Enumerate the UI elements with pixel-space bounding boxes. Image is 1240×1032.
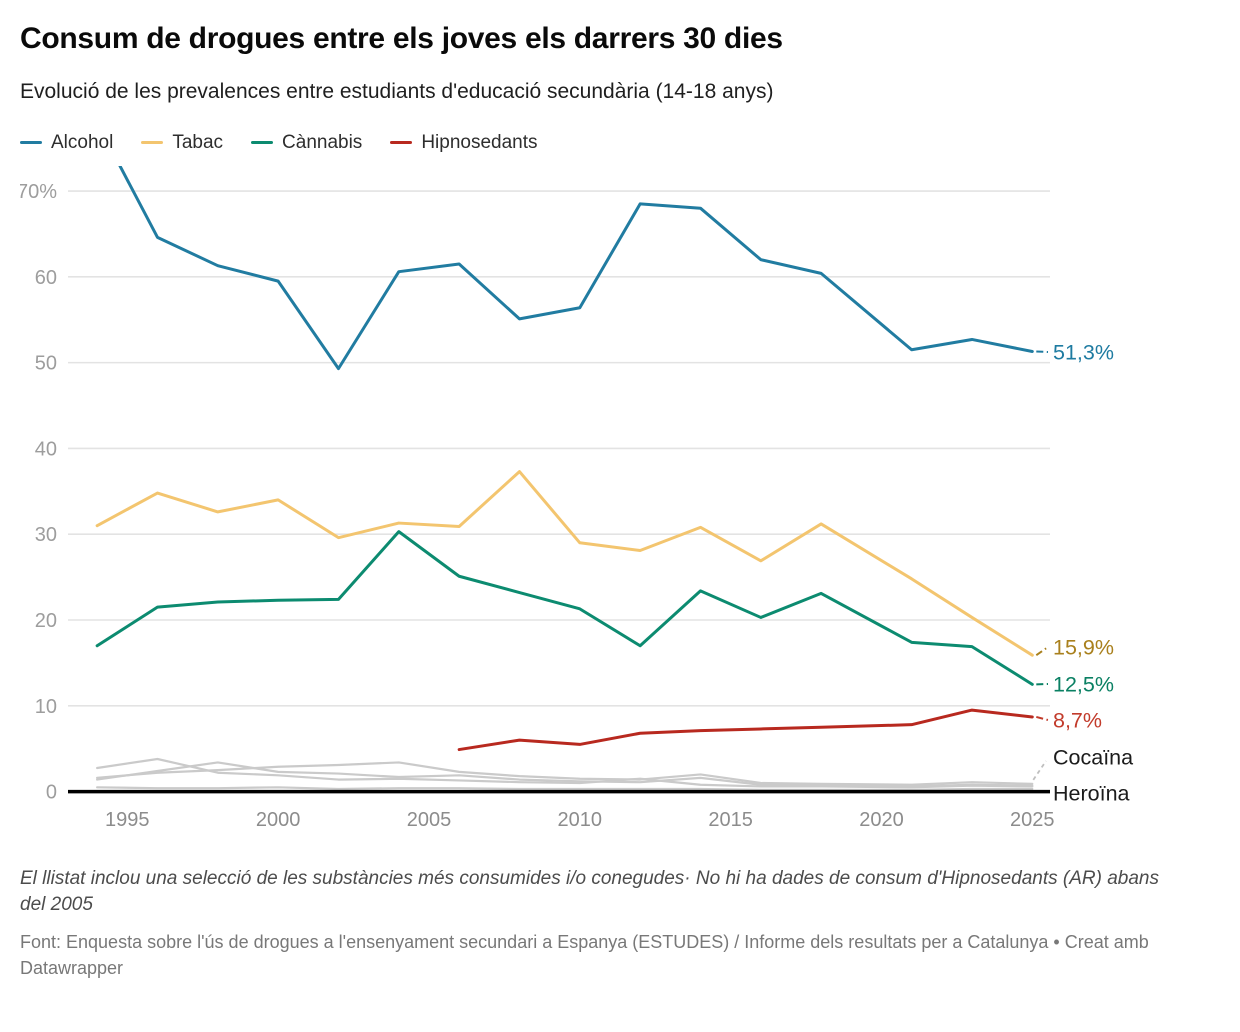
legend-swatch-icon	[141, 141, 164, 145]
chart-note: El llistat inclou una selecció de les su…	[20, 867, 1159, 916]
label-connector-alcohol	[1036, 350, 1049, 353]
label-connector-tabac	[1035, 645, 1049, 656]
line-tabac	[95, 469, 1034, 657]
y-axis-tick-20: 20	[35, 610, 57, 632]
end-label-cannabis: 12,5%	[1053, 672, 1114, 696]
legend-item-hipnosedants: Hipnosedants	[390, 131, 538, 154]
legend-label: Tabac	[172, 131, 224, 153]
label-connector-cocaina	[1032, 760, 1047, 781]
legend-swatch-icon	[390, 141, 413, 145]
line-alcohol	[118, 165, 1034, 370]
legend-swatch-icon	[20, 141, 42, 145]
y-axis-tick-50: 50	[35, 352, 57, 374]
end-label-hipnosedants: 8,7%	[1053, 708, 1102, 732]
legend-item-alcohol: Alcohol	[20, 132, 113, 154]
line-gray-unlabeled-2	[96, 761, 1034, 788]
legend-item-cànnabis: Cànnabis	[251, 132, 362, 154]
end-label-cocaina: Cocaïna	[1053, 745, 1133, 769]
chart-canvas: 0 10 20 30 40 50 60 70% 1995 2000 2005 2010 2015 2020…	[20, 165, 1133, 831]
end-label-tabac: 15,9%	[1053, 635, 1114, 659]
y-axis-tick-0: 0	[46, 781, 57, 803]
y-axis-tick-10: 10	[35, 696, 57, 718]
line-cocaina	[96, 761, 1034, 786]
x-axis-tick-2005: 2005	[407, 809, 452, 831]
legend-label: Hipnosedants	[421, 131, 538, 153]
line-gray-unlabeled-1	[96, 757, 1034, 789]
label-connector-hipnosedants	[1036, 715, 1049, 721]
legend-label: Cànnabis	[282, 131, 363, 153]
x-axis-tick-2000: 2000	[256, 809, 301, 831]
line-cannabis	[95, 529, 1034, 686]
page-title: Consum de drogues entre els joves els da…	[20, 22, 783, 55]
line-hipnosedants	[457, 708, 1034, 751]
legend: Alcohol Tabac Cànnabis Hipnosedants	[20, 132, 1220, 154]
x-axis-tick-2025: 2025	[1010, 809, 1055, 831]
x-axis-tick-2010: 2010	[558, 809, 603, 831]
y-axis-tick-40: 40	[35, 438, 57, 460]
legend-swatch-icon	[251, 141, 274, 145]
page-subtitle: Evolució de les prevalences entre estudi…	[20, 79, 774, 103]
x-axis-tick-1995: 1995	[105, 809, 150, 831]
y-axis-tick-60: 60	[35, 267, 57, 289]
chart-source: Font: Enquesta sobre l'ús de drogues a l…	[20, 931, 1149, 979]
end-label-alcohol: 51,3%	[1053, 340, 1114, 364]
y-axis-tick-30: 30	[35, 524, 57, 546]
x-axis-tick-2020: 2020	[859, 809, 904, 831]
x-axis-tick-2015: 2015	[708, 809, 753, 831]
end-label-heroina: Heroïna	[1053, 781, 1130, 805]
legend-item-tabac: Tabac	[141, 132, 223, 154]
legend-label: Alcohol	[51, 131, 114, 153]
y-axis-tick-70: 70%	[20, 181, 57, 203]
